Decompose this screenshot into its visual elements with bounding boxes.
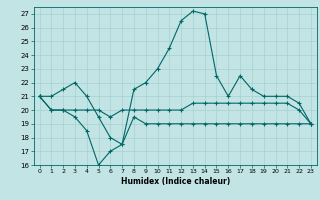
X-axis label: Humidex (Indice chaleur): Humidex (Indice chaleur) (121, 177, 230, 186)
